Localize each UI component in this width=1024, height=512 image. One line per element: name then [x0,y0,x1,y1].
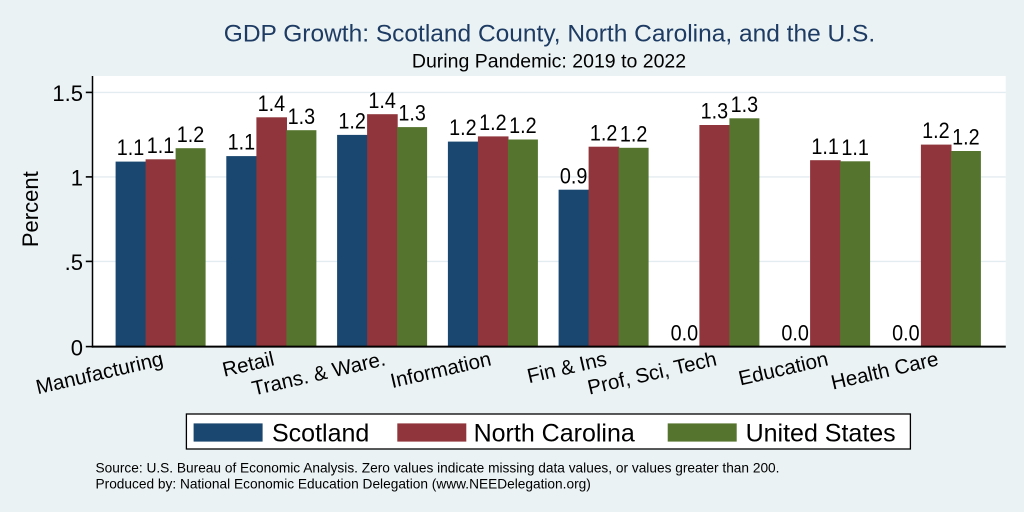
svg-text:1.2: 1.2 [479,110,507,135]
svg-text:GDP Growth: Scotland County, N: GDP Growth: Scotland County, North Carol… [224,21,875,48]
svg-text:1.5: 1.5 [52,81,83,106]
svg-text:1.2: 1.2 [922,118,950,143]
svg-text:.5: .5 [65,250,83,275]
svg-text:0.0: 0.0 [781,321,809,346]
svg-text:1.1: 1.1 [841,135,869,160]
svg-text:1.3: 1.3 [288,104,316,129]
svg-text:0.0: 0.0 [892,321,920,346]
svg-text:1.4: 1.4 [258,91,286,116]
svg-text:During Pandemic: 2019 to 2022: During Pandemic: 2019 to 2022 [412,50,686,72]
svg-text:Source: U.S. Bureau of Economi: Source: U.S. Bureau of Economic Analysis… [96,461,780,476]
svg-text:1.1: 1.1 [117,135,145,160]
svg-text:1.2: 1.2 [952,125,980,150]
svg-text:1: 1 [71,166,83,191]
svg-text:1.3: 1.3 [731,92,759,117]
svg-text:Scotland: Scotland [272,420,369,448]
svg-text:1.3: 1.3 [701,99,729,124]
svg-text:1.2: 1.2 [449,115,477,140]
svg-text:0: 0 [71,335,83,360]
svg-text:Percent: Percent [18,171,43,247]
svg-text:1.2: 1.2 [620,121,648,146]
svg-text:1.1: 1.1 [147,133,175,158]
svg-text:1.2: 1.2 [177,122,205,147]
svg-text:1.2: 1.2 [590,120,618,145]
svg-text:United States: United States [746,420,896,448]
svg-text:1.2: 1.2 [338,109,366,134]
svg-text:0.0: 0.0 [671,321,699,346]
svg-text:1.4: 1.4 [368,88,396,113]
svg-text:1.1: 1.1 [228,130,256,155]
svg-text:1.3: 1.3 [398,101,426,126]
svg-text:0.9: 0.9 [560,163,588,188]
svg-text:1.2: 1.2 [509,113,536,138]
svg-text:North Carolina: North Carolina [474,420,635,448]
svg-text:1.1: 1.1 [811,134,839,159]
svg-text:Produced by: National Economic: Produced by: National Economic Education… [96,476,591,491]
